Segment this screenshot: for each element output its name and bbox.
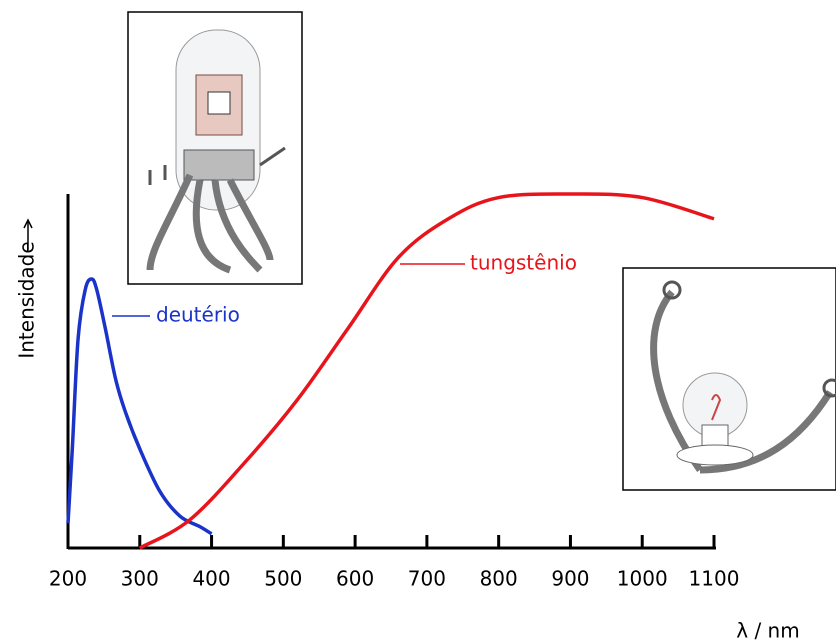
x-tick-label: 300 xyxy=(121,567,159,591)
x-tick-label: 200 xyxy=(49,567,87,591)
x-tick-label: 1000 xyxy=(617,567,668,591)
x-tick-label: 500 xyxy=(264,567,302,591)
tungsten-lamp-image xyxy=(623,268,836,490)
x-tick-label: 600 xyxy=(336,567,374,591)
deuterium-lamp-image xyxy=(128,12,302,284)
series-label: deutério xyxy=(156,303,240,327)
x-tick-label: 900 xyxy=(551,567,589,591)
x-tick-label: 1100 xyxy=(689,567,740,591)
y-axis-title: Intensidade xyxy=(15,241,39,358)
x-axis-title: λ / nm xyxy=(736,619,799,643)
x-tick-label: 800 xyxy=(480,567,518,591)
x-tick-label: 700 xyxy=(408,567,446,591)
series-label: tungstênio xyxy=(470,251,577,275)
x-tick-label: 400 xyxy=(192,567,230,591)
chart: Intensidade λ / nm 200 300 400 500 600 700 800… xyxy=(0,0,836,643)
